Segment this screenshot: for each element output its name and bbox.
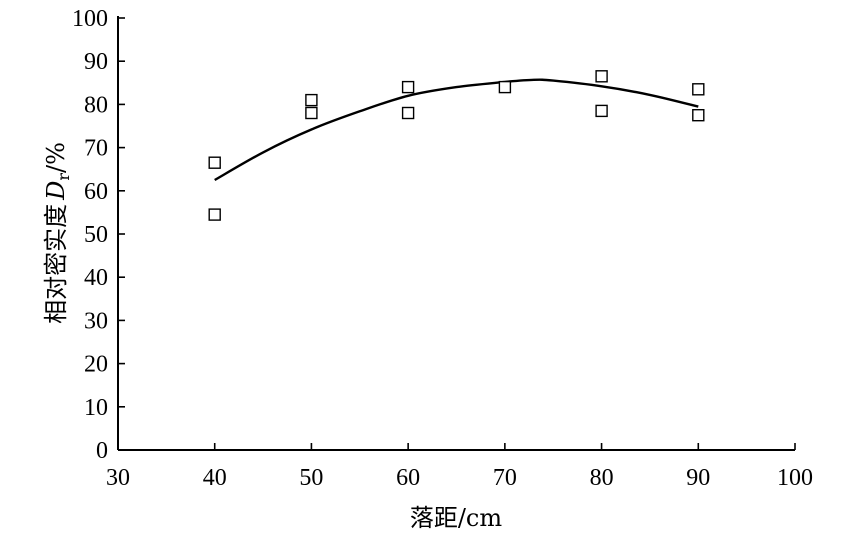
- data-point-marker: [692, 108, 705, 122]
- y-axis-title-unit: /%: [42, 142, 70, 173]
- y-tick-label: 40: [84, 265, 108, 291]
- data-point-marker: [305, 106, 318, 120]
- data-point-marker: [595, 104, 608, 118]
- y-tick-label: 10: [84, 395, 108, 421]
- y-tick-label: 20: [84, 352, 108, 378]
- axes: [117, 16, 795, 451]
- data-point-marker: [498, 80, 512, 94]
- y-axis-title-subscript: r: [54, 173, 73, 181]
- x-tick-label: 30: [106, 465, 130, 491]
- x-tick-label: 90: [686, 465, 710, 491]
- data-point-marker: [305, 93, 318, 107]
- y-axis-title: 相对密实度 Dr/%: [42, 142, 73, 324]
- x-tick-label: 70: [493, 465, 517, 491]
- svg-text:相对密实度Dr/%: 相对密实度 Dr/%: [42, 142, 73, 324]
- data-point-marker: [401, 80, 415, 94]
- tick-labels: 30 40 50 60 70 80 90 100 0 10 20 30 40 50 60 70 80 90 100: [72, 6, 813, 491]
- x-tick-label: 80: [590, 465, 614, 491]
- y-tick-label: 50: [84, 222, 108, 248]
- y-tick-label: 100: [72, 6, 108, 32]
- data-point-marker: [692, 83, 705, 96]
- y-tick-label: 70: [84, 136, 108, 162]
- data-point-marker: [401, 106, 415, 120]
- x-tick-label: 50: [299, 465, 323, 491]
- y-tick-label: 80: [84, 92, 108, 118]
- ticks: [117, 17, 796, 451]
- y-tick-label: 0: [96, 438, 108, 464]
- y-tick-label: 60: [84, 179, 108, 205]
- y-tick-label: 30: [84, 308, 108, 334]
- y-axis-title-symbol: D: [42, 181, 70, 201]
- x-tick-label: 100: [777, 465, 813, 491]
- data-point-marker: [595, 70, 608, 83]
- data-points: [208, 70, 705, 221]
- data-point-marker: [208, 156, 221, 169]
- x-tick-label: 40: [203, 465, 227, 491]
- y-axis-title-main: 相对密实度: [42, 204, 70, 324]
- fit-curve: [214, 78, 699, 182]
- y-tick-label: 90: [84, 49, 108, 75]
- data-point-marker: [208, 208, 221, 221]
- x-axis-title: 落距/cm: [410, 504, 503, 532]
- x-tick-label: 60: [396, 465, 420, 491]
